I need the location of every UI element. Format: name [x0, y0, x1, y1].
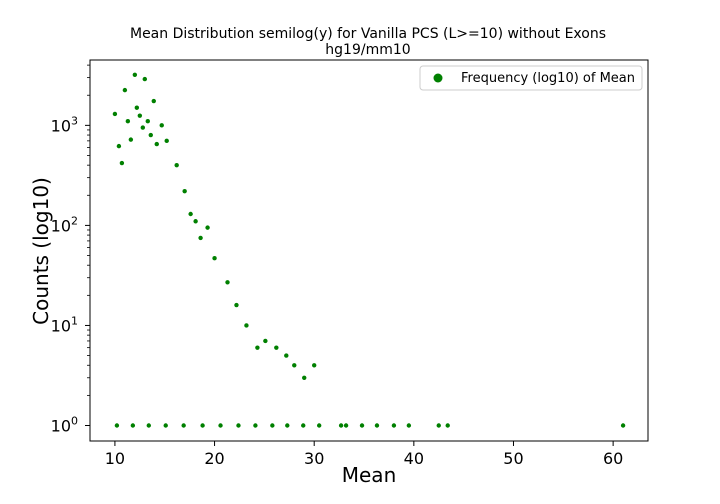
data-point: [274, 345, 279, 350]
x-tick-label: 50: [503, 449, 523, 468]
y-axis-label: Counts (log10): [29, 177, 53, 325]
data-point: [406, 423, 412, 428]
data-point: [270, 423, 275, 428]
legend-label: Frequency (log10) of Mean: [461, 71, 635, 86]
legend-marker: [433, 73, 443, 83]
data-point: [253, 423, 258, 428]
x-tick-label: 40: [404, 449, 424, 468]
data-points: [112, 72, 626, 428]
data-point: [338, 423, 344, 428]
subtitle-text: hg19/mm10: [325, 42, 410, 58]
data-point: [125, 119, 131, 124]
y-tick-label: 101: [51, 314, 78, 335]
data-point: [436, 423, 441, 428]
data-point: [146, 423, 151, 428]
data-point: [359, 423, 365, 428]
data-point: [142, 76, 147, 82]
data-point: [116, 143, 122, 149]
data-point: [255, 345, 260, 350]
data-point: [154, 141, 159, 147]
data-point: [188, 211, 193, 217]
data-point: [205, 225, 210, 230]
data-point: [198, 235, 203, 241]
data-point: [164, 138, 169, 144]
data-point: [292, 363, 297, 368]
x-tick-label: 20: [204, 449, 224, 468]
data-point: [182, 188, 187, 194]
plot-frame: [89, 59, 649, 442]
data-point: [134, 105, 140, 110]
x-tick-label: 10: [105, 449, 125, 468]
data-point: [302, 375, 307, 380]
data-point: [244, 323, 249, 328]
data-point: [391, 423, 397, 428]
x-tick-label: 60: [603, 449, 623, 468]
data-point: [128, 137, 134, 142]
data-point: [132, 72, 138, 78]
data-point: [212, 256, 217, 261]
data-point: [122, 87, 128, 93]
data-point: [159, 123, 164, 128]
data-point: [112, 111, 118, 117]
legend-box: [419, 65, 643, 91]
data-point: [225, 280, 230, 285]
data-point: [316, 423, 322, 428]
data-point: [301, 423, 306, 428]
data-point: [285, 423, 290, 428]
data-point: [312, 363, 317, 368]
y-tick-label: 102: [51, 214, 78, 235]
data-point: [151, 98, 156, 104]
data-point: [620, 423, 626, 428]
y-tick-label: 100: [51, 415, 78, 436]
data-point: [193, 219, 198, 224]
data-point: [145, 119, 150, 124]
legend: Frequency (log10) of Mean: [419, 65, 643, 91]
x-axis-ticks: 10 20 30 40 50 60: [105, 441, 623, 468]
title-text: Mean Distribution semilog(y) for Vanilla…: [130, 26, 606, 42]
data-point: [114, 423, 120, 428]
data-point: [200, 423, 205, 428]
data-point: [140, 125, 146, 130]
data-point: [374, 423, 380, 428]
data-point: [445, 423, 450, 428]
data-point: [284, 353, 289, 358]
data-point: [343, 423, 349, 428]
data-point: [163, 423, 168, 428]
chart-title: Mean Distribution semilog(y) for Vanilla…: [130, 26, 606, 58]
data-point: [263, 338, 268, 344]
data-point: [137, 113, 143, 118]
data-point: [234, 302, 239, 308]
data-point: [236, 423, 241, 428]
data-point: [174, 162, 179, 168]
data-point: [218, 423, 223, 428]
data-point: [119, 160, 125, 166]
x-tick-label: 30: [304, 449, 324, 468]
data-point: [181, 423, 186, 428]
x-axis-label: Mean: [342, 463, 397, 487]
y-tick-label: 103: [51, 114, 78, 135]
data-point: [148, 132, 153, 138]
data-point: [130, 423, 136, 428]
y-axis-ticks: 100 101 102 103: [51, 64, 90, 436]
